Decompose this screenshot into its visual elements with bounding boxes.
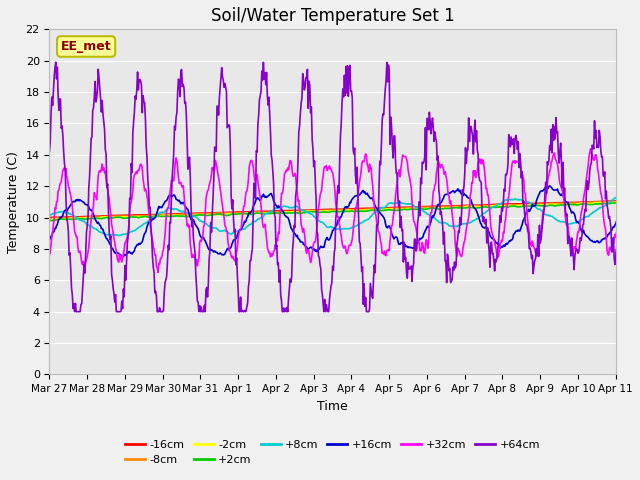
+16cm	[116, 252, 124, 258]
+2cm	[117, 215, 125, 220]
-8cm	[257, 209, 265, 215]
Line: +32cm: +32cm	[49, 149, 640, 273]
Title: Soil/Water Temperature Set 1: Soil/Water Temperature Set 1	[211, 7, 454, 25]
+16cm	[448, 189, 456, 194]
-2cm	[281, 209, 289, 215]
+8cm	[448, 223, 456, 229]
+32cm	[116, 256, 124, 262]
X-axis label: Time: Time	[317, 400, 348, 413]
-2cm	[117, 214, 125, 220]
Text: EE_met: EE_met	[61, 40, 111, 53]
+32cm	[258, 212, 266, 217]
+8cm	[625, 192, 633, 198]
-2cm	[228, 211, 236, 217]
+32cm	[281, 170, 289, 176]
-16cm	[228, 209, 236, 215]
-8cm	[413, 204, 421, 210]
+2cm	[448, 205, 456, 211]
+64cm	[71, 309, 79, 314]
+64cm	[449, 264, 457, 270]
+8cm	[45, 212, 53, 217]
+64cm	[229, 197, 237, 203]
+8cm	[228, 231, 236, 237]
+32cm	[587, 146, 595, 152]
+32cm	[448, 211, 456, 216]
+16cm	[415, 239, 422, 245]
+64cm	[45, 149, 53, 155]
+2cm	[228, 211, 236, 217]
Line: +2cm: +2cm	[49, 203, 640, 221]
-16cm	[47, 215, 55, 220]
+2cm	[258, 211, 266, 216]
Line: +16cm: +16cm	[49, 183, 640, 257]
-2cm	[415, 205, 422, 211]
Line: -16cm: -16cm	[49, 200, 640, 217]
+32cm	[154, 270, 162, 276]
-16cm	[415, 204, 422, 210]
Line: -2cm: -2cm	[49, 201, 640, 219]
+8cm	[258, 215, 266, 220]
+32cm	[45, 252, 53, 258]
-16cm	[281, 208, 289, 214]
-16cm	[117, 213, 125, 218]
Legend: -16cm, -8cm, -2cm, +2cm, +8cm, +16cm, +32cm, +64cm: -16cm, -8cm, -2cm, +2cm, +8cm, +16cm, +3…	[121, 435, 544, 469]
+64cm	[259, 77, 266, 83]
Y-axis label: Temperature (C): Temperature (C)	[7, 151, 20, 253]
Line: -8cm: -8cm	[49, 201, 640, 218]
-16cm	[258, 208, 266, 214]
+16cm	[45, 237, 53, 243]
-8cm	[45, 216, 53, 221]
+64cm	[118, 298, 125, 304]
+8cm	[117, 232, 125, 238]
+32cm	[415, 239, 422, 245]
-8cm	[227, 210, 235, 216]
-16cm	[448, 203, 456, 209]
+32cm	[228, 255, 236, 261]
+16cm	[228, 241, 236, 247]
+8cm	[281, 203, 289, 209]
+8cm	[415, 205, 422, 211]
-2cm	[47, 216, 54, 222]
+8cm	[114, 233, 122, 239]
+64cm	[52, 60, 60, 65]
+64cm	[415, 199, 423, 204]
+2cm	[415, 206, 422, 212]
-2cm	[45, 216, 53, 222]
+16cm	[258, 193, 266, 199]
-8cm	[116, 213, 124, 219]
Line: +8cm: +8cm	[49, 195, 640, 236]
-8cm	[447, 204, 455, 210]
-8cm	[280, 209, 288, 215]
+16cm	[118, 254, 125, 260]
-16cm	[45, 215, 53, 220]
+64cm	[282, 306, 289, 312]
-2cm	[448, 204, 456, 210]
-2cm	[258, 210, 266, 216]
+16cm	[281, 212, 289, 218]
+2cm	[45, 217, 53, 223]
Line: +64cm: +64cm	[49, 62, 640, 312]
+2cm	[281, 210, 289, 216]
+2cm	[47, 218, 55, 224]
